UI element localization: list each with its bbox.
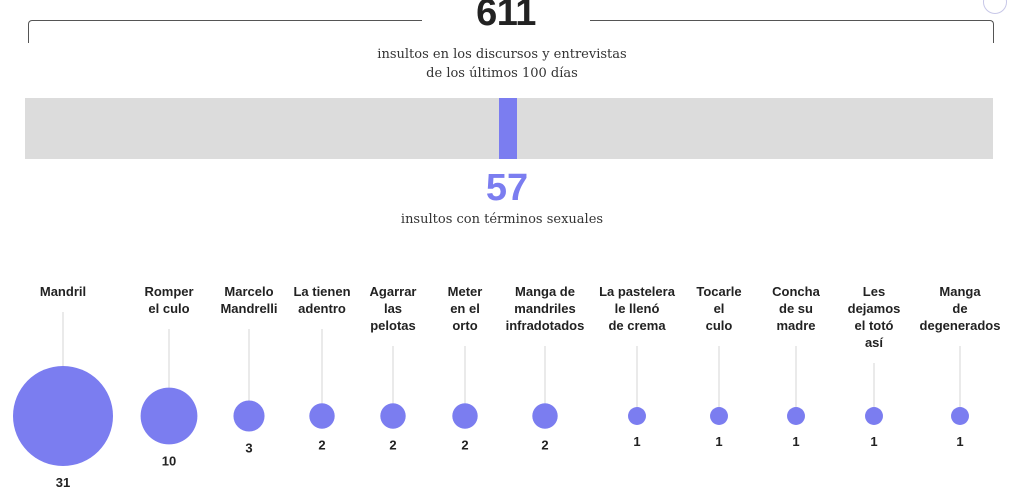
bubble — [865, 407, 883, 425]
bubble-label-line: Tocarle — [696, 284, 741, 299]
bubble-label: Mandril — [40, 284, 86, 299]
bubble-value: 1 — [956, 434, 963, 449]
bubble-label-line: infradotados — [506, 318, 585, 333]
bubble-group: La tienen adentro 2 — [293, 284, 350, 453]
bubble-label-line: Romper — [144, 284, 193, 299]
bubble — [787, 407, 805, 425]
bubble-label-line: de crema — [608, 318, 666, 333]
bubble-value: 2 — [389, 438, 396, 453]
bubble-label-line: culo — [706, 318, 733, 333]
bubble-label-line: orto — [452, 318, 477, 333]
bubble-value: 1 — [870, 434, 877, 449]
bubble-label-line: el — [714, 301, 725, 316]
bubble-label: La tienen adentro — [293, 284, 350, 316]
bubble-label-line: mandriles — [514, 301, 575, 316]
bubble-value: 1 — [715, 434, 722, 449]
bubble — [380, 403, 406, 429]
bubble — [13, 366, 113, 466]
sexual-insults-number: 57 — [485, 167, 529, 209]
bubble-label-line: dejamos — [848, 301, 901, 316]
bubble-group: La pastelera le llenó de crema 1 — [599, 284, 676, 449]
bubble-group: Concha de su madre 1 — [772, 284, 820, 449]
bubble-label: Manga de mandriles infradotados — [506, 284, 585, 333]
bubble-label-line: Manga de — [515, 284, 575, 299]
proportion-bar-fill — [499, 98, 517, 159]
bubble-value: 1 — [792, 434, 799, 449]
bubble — [233, 400, 265, 432]
bubble-label-line: de — [952, 301, 967, 316]
bubble-label-line: pelotas — [370, 318, 416, 333]
bubble-label: La pastelera le llenó de crema — [599, 284, 676, 333]
bubble-label-line: degenerados — [920, 318, 1001, 333]
bubble-label-line: La tienen — [293, 284, 350, 299]
proportion-bar-track — [25, 98, 993, 159]
bubble-label: Agarrar las pelotas — [370, 284, 417, 333]
bubble — [532, 403, 558, 429]
bubble — [628, 407, 646, 425]
bubble-label-line: las — [384, 301, 402, 316]
bubble-group: Manga de mandriles infradotados 2 — [506, 284, 585, 453]
bubble-group: Les dejamos el totó así 1 — [848, 284, 901, 449]
bubble-group: Manga de degenerados 1 — [920, 284, 1001, 449]
bubble-label-line: Agarrar — [370, 284, 417, 299]
sexual-insults-caption: insultos con términos sexuales — [400, 212, 604, 227]
bubble-label-line: Manga — [939, 284, 981, 299]
bubble-label-line: adentro — [298, 301, 346, 316]
bubble-label-line: Marcelo — [224, 284, 273, 299]
bubble — [951, 407, 969, 425]
bubble-label-line: de su — [779, 301, 813, 316]
bubble-group: Meter en el orto 2 — [448, 284, 483, 453]
bubble-label-line: así — [865, 335, 883, 350]
bubble-label-line: en el — [450, 301, 480, 316]
bubble-label-line: madre — [776, 318, 815, 333]
total-caption: insultos en los discursos y entrevistas … — [0, 45, 1004, 83]
total-caption-line-2: de los últimos 100 días — [426, 66, 578, 81]
bubble-label: Romper el culo — [144, 284, 193, 316]
bubble-value: 10 — [162, 453, 176, 468]
bubble-group: Tocarle el culo 1 — [696, 284, 741, 449]
bubble-value: 1 — [633, 434, 640, 449]
bubble-value: 3 — [245, 441, 252, 456]
bubble-label-line: Mandrelli — [220, 301, 277, 316]
total-number-container: 611 — [422, 0, 590, 38]
bubble-label: Les dejamos el totó así — [848, 284, 901, 350]
bubble-label: Manga de degenerados — [920, 284, 1001, 333]
bubble-group: Mandril 31 — [13, 284, 113, 490]
bubble — [710, 407, 728, 425]
bubble-label-line: Meter — [448, 284, 483, 299]
bubble-label-line: Les — [863, 284, 885, 299]
bubble-label-line: Mandril — [40, 284, 86, 299]
bubble-group: Romper el culo 10 — [140, 284, 198, 468]
bubble — [309, 403, 335, 429]
bubble-label: Concha de su madre — [772, 284, 820, 333]
bubble-label: Tocarle el culo — [696, 284, 741, 333]
bubble — [452, 403, 478, 429]
bubble-group: Agarrar las pelotas 2 — [370, 284, 417, 453]
bubble-value: 2 — [541, 438, 548, 453]
bubble-label-line: le llenó — [615, 301, 660, 316]
bubble-value: 31 — [56, 475, 70, 490]
bubble-value: 2 — [461, 438, 468, 453]
total-caption-line-1: insultos en los discursos y entrevistas — [377, 47, 627, 62]
bubble-label-line: Concha — [772, 284, 820, 299]
bubble-label: Marcelo Mandrelli — [220, 284, 277, 316]
bubble-label-line: el totó — [855, 318, 894, 333]
bubble-label-line: La pastelera — [599, 284, 676, 299]
bubble — [140, 387, 198, 445]
bubble-label-line: el culo — [148, 301, 189, 316]
bubble-value: 2 — [318, 438, 325, 453]
bubble-group: Marcelo Mandrelli 3 — [220, 284, 277, 456]
bubble-label: Meter en el orto — [448, 284, 483, 333]
total-insults-number: 611 — [476, 0, 536, 34]
